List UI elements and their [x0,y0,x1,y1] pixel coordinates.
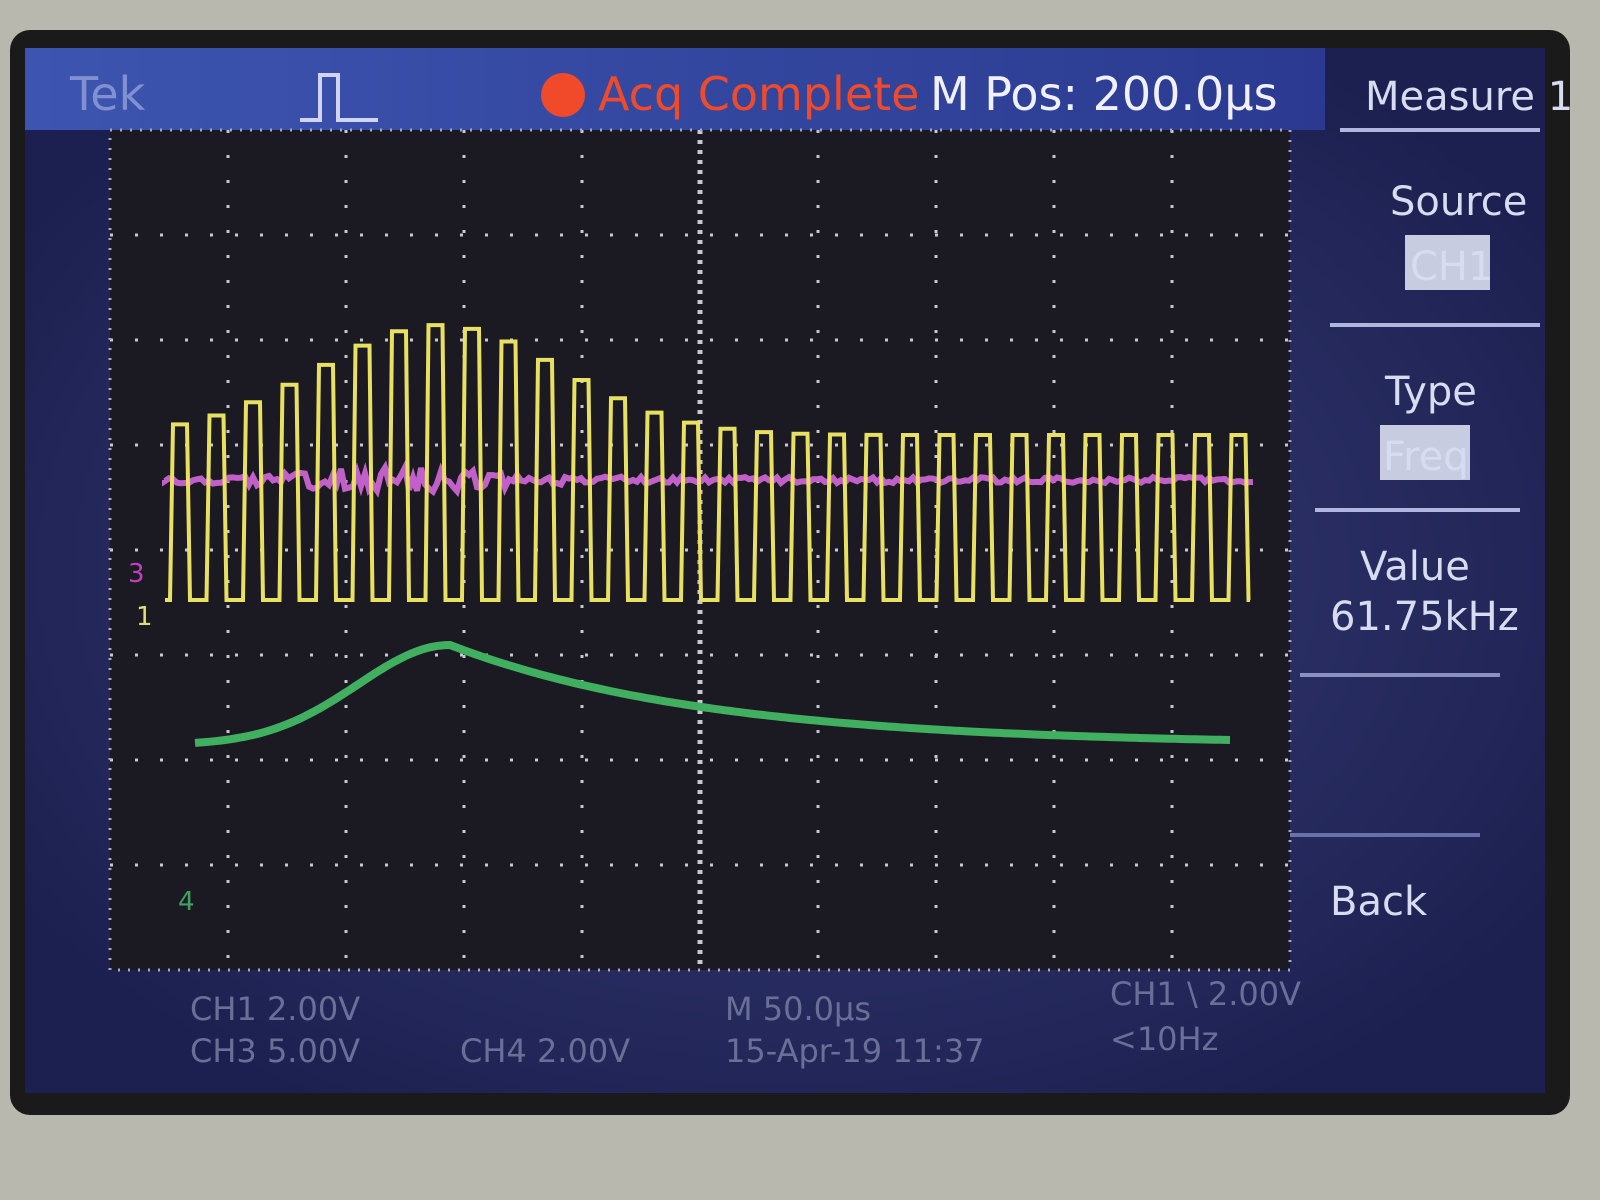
timebase: M 50.0µs [725,990,871,1028]
date: 15-Apr-19 11:37 [725,1032,985,1070]
menu-label: Source [1390,179,1527,225]
menu-label: Type [1384,369,1477,415]
trigger: CH1 \ 2.00V [1110,975,1301,1013]
ch1-scale: CH1 2.00V [190,990,360,1028]
acq-status: Acq Complete [598,67,919,121]
ch4-marker: 4 [178,887,195,917]
ch1-marker: 1 [136,602,153,632]
measured-value: 61.75kHz [1330,594,1519,640]
page: {"header": {"brand": "Tek", "status": "A… [0,0,1600,1200]
ch4-scale: CH4 2.00V [460,1032,630,1070]
menu-title: Measure 1 [1365,74,1573,120]
menu-label: Value [1360,544,1470,590]
trigger-freq: <10Hz [1110,1020,1218,1058]
menu-back[interactable]: Back [1330,879,1428,925]
ch3-scale: CH3 5.00V [190,1032,360,1070]
position: M Pos: 200.0µs [930,67,1278,121]
oscilloscope: Tek Acq Complete M Pos: 200.0µs Measure … [0,0,1600,1200]
menu-value: CH1 [1410,244,1493,290]
ch3-marker: 3 [128,559,145,589]
brand: Tek [69,67,146,121]
menu-value: Freq [1383,434,1469,480]
status-dot [541,73,585,117]
